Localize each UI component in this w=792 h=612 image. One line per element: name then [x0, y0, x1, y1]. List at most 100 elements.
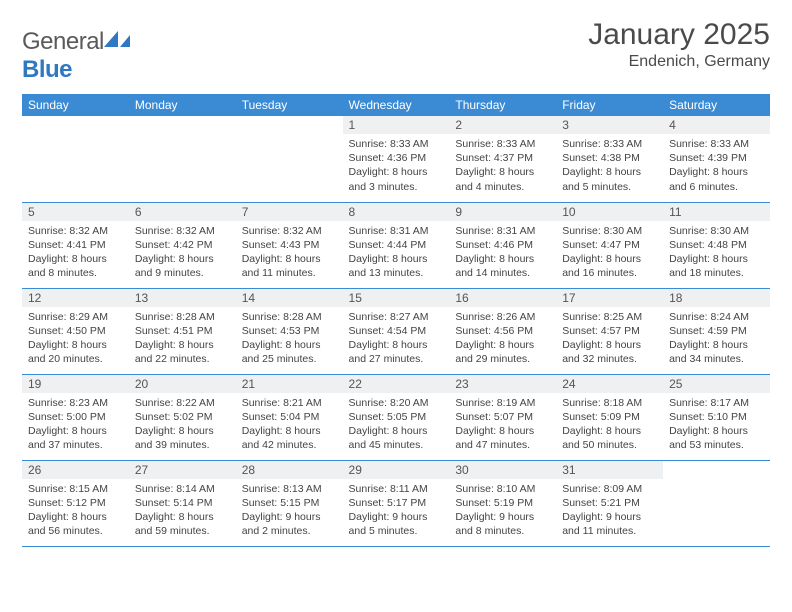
day-cell: 5Sunrise: 8:32 AMSunset: 4:41 PMDaylight… — [22, 202, 129, 288]
day-cell: 30Sunrise: 8:10 AMSunset: 5:19 PMDayligh… — [449, 460, 556, 546]
day-details: Sunrise: 8:10 AMSunset: 5:19 PMDaylight:… — [449, 479, 556, 543]
daylight-text: Daylight: 8 hours and 16 minutes. — [562, 252, 657, 280]
day-cell: 6Sunrise: 8:32 AMSunset: 4:42 PMDaylight… — [129, 202, 236, 288]
sunrise-text: Sunrise: 8:10 AM — [455, 482, 550, 496]
day-number: 16 — [449, 289, 556, 307]
sunset-text: Sunset: 5:17 PM — [349, 496, 444, 510]
sunrise-text: Sunrise: 8:19 AM — [455, 396, 550, 410]
day-cell: 22Sunrise: 8:20 AMSunset: 5:05 PMDayligh… — [343, 374, 450, 460]
daylight-text: Daylight: 8 hours and 6 minutes. — [669, 165, 764, 193]
day-details: Sunrise: 8:28 AMSunset: 4:53 PMDaylight:… — [236, 307, 343, 371]
day-cell: 17Sunrise: 8:25 AMSunset: 4:57 PMDayligh… — [556, 288, 663, 374]
daylight-text: Daylight: 8 hours and 9 minutes. — [135, 252, 230, 280]
day-details: Sunrise: 8:26 AMSunset: 4:56 PMDaylight:… — [449, 307, 556, 371]
calendar-body: 1Sunrise: 8:33 AMSunset: 4:36 PMDaylight… — [22, 116, 770, 546]
sunset-text: Sunset: 5:04 PM — [242, 410, 337, 424]
day-cell: 29Sunrise: 8:11 AMSunset: 5:17 PMDayligh… — [343, 460, 450, 546]
day-cell: 1Sunrise: 8:33 AMSunset: 4:36 PMDaylight… — [343, 116, 450, 202]
daylight-text: Daylight: 8 hours and 53 minutes. — [669, 424, 764, 452]
daylight-text: Daylight: 8 hours and 29 minutes. — [455, 338, 550, 366]
daylight-text: Daylight: 8 hours and 8 minutes. — [28, 252, 123, 280]
sunset-text: Sunset: 4:36 PM — [349, 151, 444, 165]
brand-logo: General Blue — [22, 18, 130, 84]
sunset-text: Sunset: 5:10 PM — [669, 410, 764, 424]
sunrise-text: Sunrise: 8:25 AM — [562, 310, 657, 324]
sunset-text: Sunset: 4:53 PM — [242, 324, 337, 338]
day-cell: 27Sunrise: 8:14 AMSunset: 5:14 PMDayligh… — [129, 460, 236, 546]
sunrise-text: Sunrise: 8:27 AM — [349, 310, 444, 324]
brand-name: General Blue — [22, 28, 130, 84]
sunset-text: Sunset: 4:42 PM — [135, 238, 230, 252]
sunrise-text: Sunrise: 8:33 AM — [349, 137, 444, 151]
sunrise-text: Sunrise: 8:32 AM — [135, 224, 230, 238]
daylight-text: Daylight: 9 hours and 2 minutes. — [242, 510, 337, 538]
brand-name-part1: General — [22, 28, 104, 55]
day-number: 23 — [449, 375, 556, 393]
day-number: 31 — [556, 461, 663, 479]
sunset-text: Sunset: 4:44 PM — [349, 238, 444, 252]
day-cell — [129, 116, 236, 202]
sunrise-text: Sunrise: 8:33 AM — [562, 137, 657, 151]
sunset-text: Sunset: 4:51 PM — [135, 324, 230, 338]
day-details: Sunrise: 8:09 AMSunset: 5:21 PMDaylight:… — [556, 479, 663, 543]
sunset-text: Sunset: 5:00 PM — [28, 410, 123, 424]
day-details: Sunrise: 8:32 AMSunset: 4:42 PMDaylight:… — [129, 221, 236, 285]
sunrise-text: Sunrise: 8:28 AM — [135, 310, 230, 324]
sunset-text: Sunset: 5:21 PM — [562, 496, 657, 510]
day-details: Sunrise: 8:18 AMSunset: 5:09 PMDaylight:… — [556, 393, 663, 457]
day-cell: 3Sunrise: 8:33 AMSunset: 4:38 PMDaylight… — [556, 116, 663, 202]
daylight-text: Daylight: 8 hours and 18 minutes. — [669, 252, 764, 280]
sunrise-text: Sunrise: 8:24 AM — [669, 310, 764, 324]
day-details: Sunrise: 8:20 AMSunset: 5:05 PMDaylight:… — [343, 393, 450, 457]
sunset-text: Sunset: 4:47 PM — [562, 238, 657, 252]
day-details: Sunrise: 8:33 AMSunset: 4:37 PMDaylight:… — [449, 134, 556, 198]
sunrise-text: Sunrise: 8:28 AM — [242, 310, 337, 324]
calendar-table: Sunday Monday Tuesday Wednesday Thursday… — [22, 94, 770, 547]
daylight-text: Daylight: 8 hours and 42 minutes. — [242, 424, 337, 452]
sunset-text: Sunset: 4:38 PM — [562, 151, 657, 165]
sunset-text: Sunset: 5:02 PM — [135, 410, 230, 424]
day-number: 5 — [22, 203, 129, 221]
sunrise-text: Sunrise: 8:30 AM — [669, 224, 764, 238]
day-details: Sunrise: 8:21 AMSunset: 5:04 PMDaylight:… — [236, 393, 343, 457]
day-number: 14 — [236, 289, 343, 307]
day-details: Sunrise: 8:13 AMSunset: 5:15 PMDaylight:… — [236, 479, 343, 543]
sunrise-text: Sunrise: 8:20 AM — [349, 396, 444, 410]
daylight-text: Daylight: 8 hours and 45 minutes. — [349, 424, 444, 452]
sunset-text: Sunset: 5:14 PM — [135, 496, 230, 510]
day-number: 29 — [343, 461, 450, 479]
sunset-text: Sunset: 4:57 PM — [562, 324, 657, 338]
sunset-text: Sunset: 4:48 PM — [669, 238, 764, 252]
day-number: 21 — [236, 375, 343, 393]
title-block: January 2025 Endenich, Germany — [588, 18, 770, 71]
day-details: Sunrise: 8:30 AMSunset: 4:48 PMDaylight:… — [663, 221, 770, 285]
day-number: 17 — [556, 289, 663, 307]
day-cell: 24Sunrise: 8:18 AMSunset: 5:09 PMDayligh… — [556, 374, 663, 460]
sunset-text: Sunset: 4:39 PM — [669, 151, 764, 165]
sunrise-text: Sunrise: 8:33 AM — [455, 137, 550, 151]
sail-icon — [104, 31, 130, 49]
day-cell: 12Sunrise: 8:29 AMSunset: 4:50 PMDayligh… — [22, 288, 129, 374]
col-tuesday: Tuesday — [236, 94, 343, 116]
day-details: Sunrise: 8:17 AMSunset: 5:10 PMDaylight:… — [663, 393, 770, 457]
day-cell: 26Sunrise: 8:15 AMSunset: 5:12 PMDayligh… — [22, 460, 129, 546]
day-number: 4 — [663, 116, 770, 134]
day-cell: 21Sunrise: 8:21 AMSunset: 5:04 PMDayligh… — [236, 374, 343, 460]
col-sunday: Sunday — [22, 94, 129, 116]
daylight-text: Daylight: 8 hours and 34 minutes. — [669, 338, 764, 366]
day-details: Sunrise: 8:11 AMSunset: 5:17 PMDaylight:… — [343, 479, 450, 543]
daylight-text: Daylight: 8 hours and 50 minutes. — [562, 424, 657, 452]
day-number: 12 — [22, 289, 129, 307]
day-cell: 20Sunrise: 8:22 AMSunset: 5:02 PMDayligh… — [129, 374, 236, 460]
sunset-text: Sunset: 5:05 PM — [349, 410, 444, 424]
col-saturday: Saturday — [663, 94, 770, 116]
day-details: Sunrise: 8:33 AMSunset: 4:36 PMDaylight:… — [343, 134, 450, 198]
day-details: Sunrise: 8:33 AMSunset: 4:38 PMDaylight:… — [556, 134, 663, 198]
day-cell: 14Sunrise: 8:28 AMSunset: 4:53 PMDayligh… — [236, 288, 343, 374]
daylight-text: Daylight: 8 hours and 14 minutes. — [455, 252, 550, 280]
day-details: Sunrise: 8:32 AMSunset: 4:43 PMDaylight:… — [236, 221, 343, 285]
day-cell: 15Sunrise: 8:27 AMSunset: 4:54 PMDayligh… — [343, 288, 450, 374]
day-number: 7 — [236, 203, 343, 221]
sunrise-text: Sunrise: 8:15 AM — [28, 482, 123, 496]
brand-name-part2: Blue — [22, 56, 72, 83]
